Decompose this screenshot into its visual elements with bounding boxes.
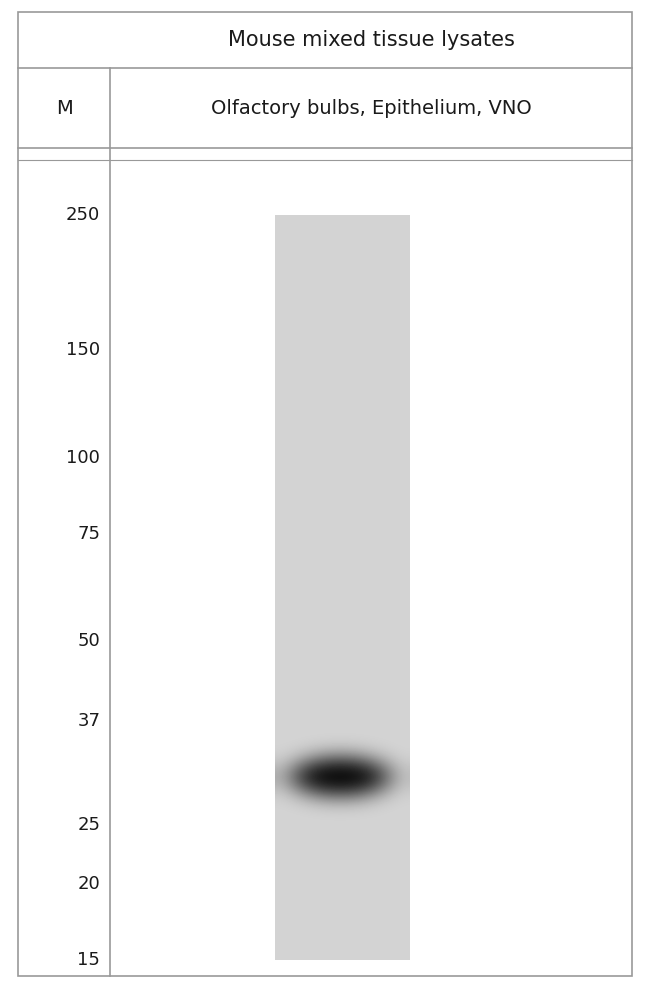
Text: 37: 37 <box>77 712 100 730</box>
Text: 25: 25 <box>77 816 100 834</box>
Text: 20: 20 <box>77 874 100 893</box>
Text: Olfactory bulbs, Epithelium, VNO: Olfactory bulbs, Epithelium, VNO <box>211 99 532 118</box>
Text: 250: 250 <box>66 206 100 224</box>
Text: 150: 150 <box>66 341 100 360</box>
Text: M: M <box>56 99 72 118</box>
Bar <box>275 215 410 960</box>
Text: Mouse mixed tissue lysates: Mouse mixed tissue lysates <box>227 30 514 50</box>
Text: 50: 50 <box>77 632 100 650</box>
Text: 75: 75 <box>77 525 100 542</box>
Text: 15: 15 <box>77 951 100 969</box>
Text: 100: 100 <box>66 449 100 466</box>
